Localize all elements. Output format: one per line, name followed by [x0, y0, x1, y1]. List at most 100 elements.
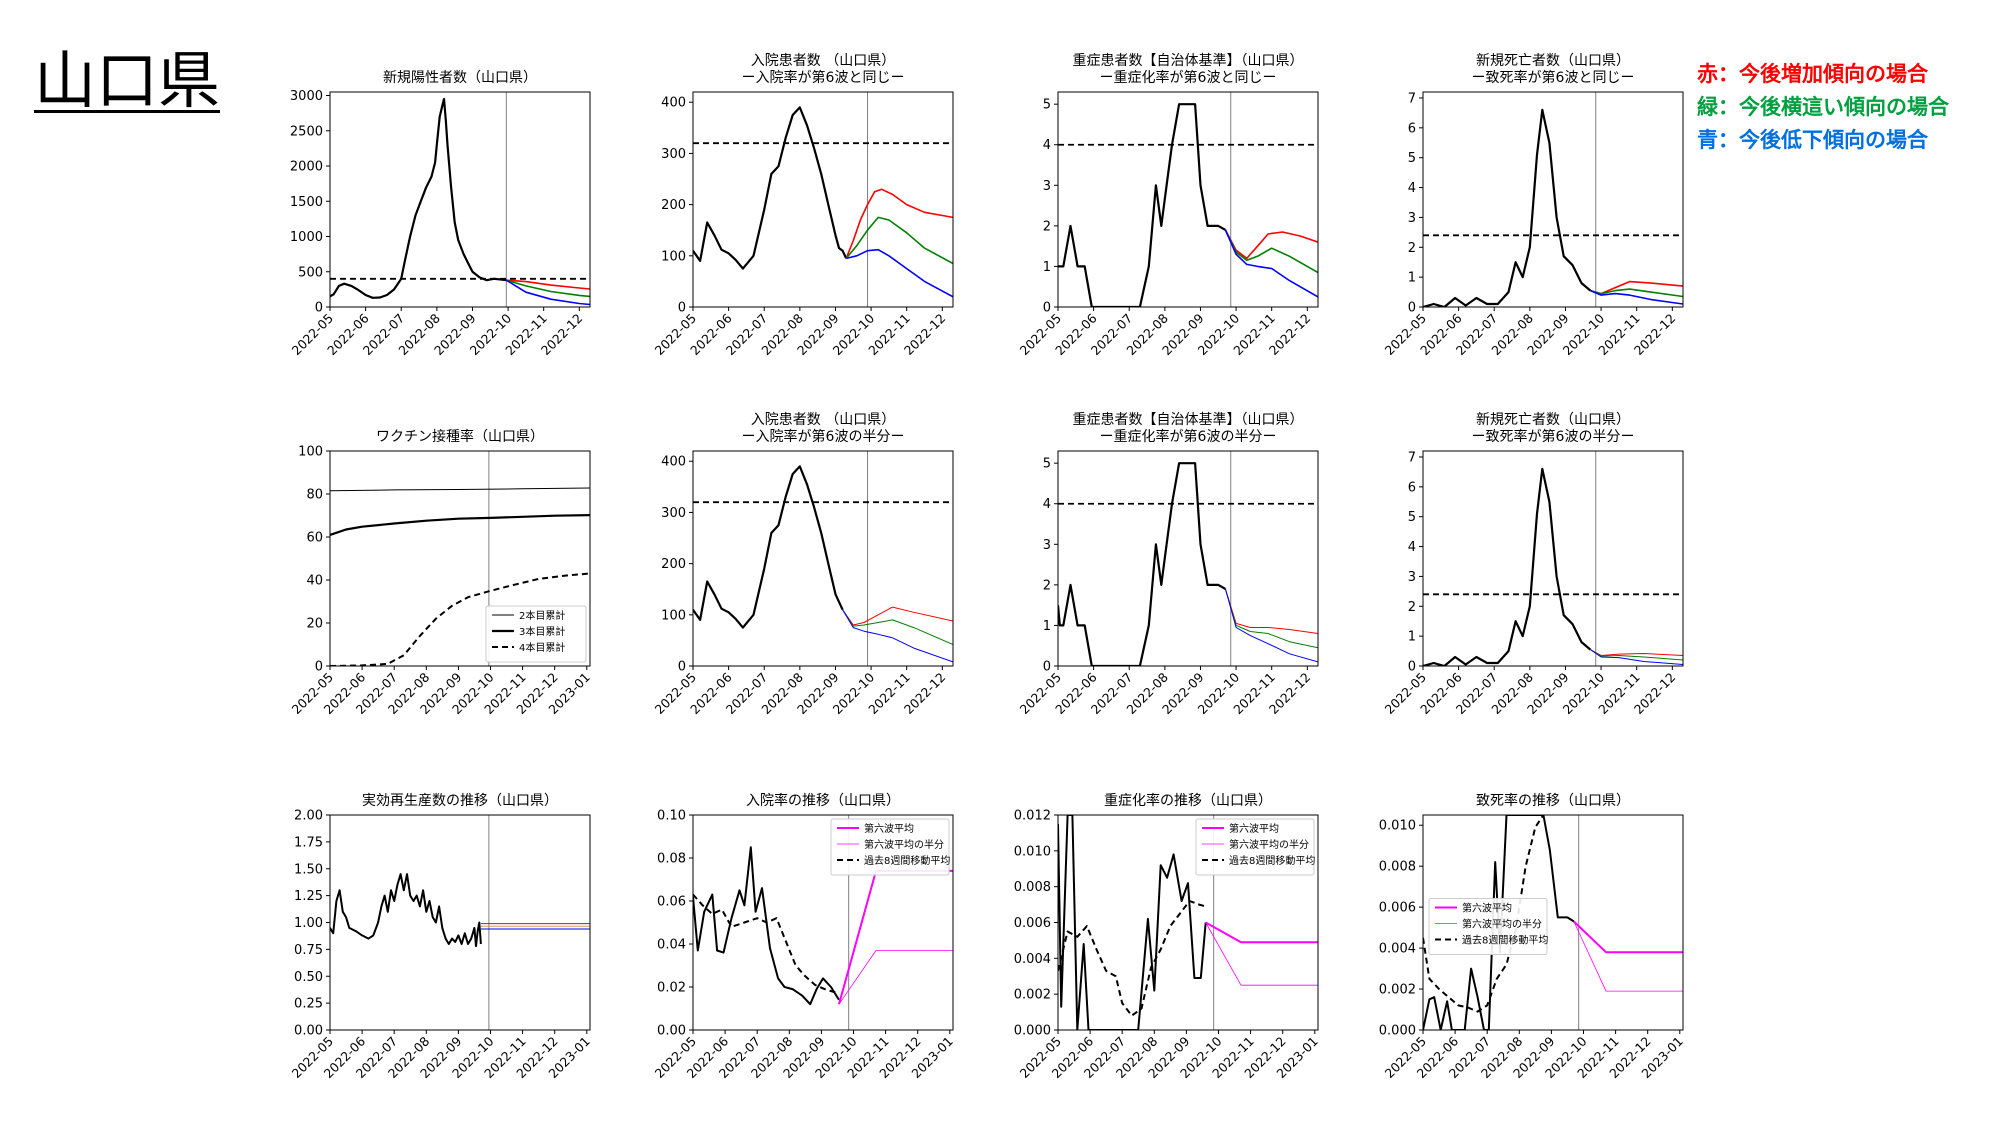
series-line: [1205, 921, 1318, 944]
series-line: [1590, 280, 1683, 295]
series-line: [1423, 108, 1592, 307]
series-line: [506, 279, 590, 290]
y-tick-label: 3: [1043, 538, 1051, 553]
series-line: [1590, 289, 1683, 305]
chart-panel-8: 新規死亡者数（山口県）ー致死率が第6波の半分ー012345672022-0520…: [1382, 412, 1684, 717]
chart-title: ー入院率が第6波の半分ー: [742, 428, 905, 445]
y-tick-label: 0.002: [1014, 988, 1051, 1003]
y-tick-label: 0.004: [1379, 942, 1416, 957]
series-line: [845, 188, 953, 259]
plot-frame: [329, 91, 591, 308]
y-tick-label: 1: [1408, 271, 1416, 286]
y-tick-label: 0.25: [294, 997, 323, 1012]
y-tick-label: 4: [1408, 181, 1416, 196]
series-line: [838, 950, 953, 1005]
legend-box: [1428, 898, 1548, 955]
series-line: [838, 869, 953, 1005]
chart-panel-2: 入院患者数 （山口県）ー入院率が第6波と同じー01002003004002022…: [652, 53, 954, 358]
legend-box: [485, 605, 587, 663]
chart-panel-9: 実効再生産数の推移（山口県） 0.00 0.25 0.50 0.75 1.00 1.25 1.…: [289, 793, 593, 1081]
series-line: [842, 606, 953, 626]
y-tick-label: 3: [1043, 179, 1051, 194]
chart-panel-7: 重症患者数【自治体基準】（山口県）ー重症化率が第6波の半分ー0123452022…: [1017, 411, 1319, 717]
chart-panel-12: 致死率の推移（山口県） 0.000 0.002 0.004 0.006 0.008 0.01…: [1379, 792, 1686, 1081]
y-tick-label: 1500: [290, 195, 323, 210]
y-tick-label: 2: [1408, 241, 1416, 256]
y-tick-label: 1.25: [294, 889, 323, 904]
series-line: [1573, 920, 1683, 954]
y-tick-label: 200: [661, 557, 686, 572]
chart-title: ー致死率が第6波と同じー: [1472, 69, 1635, 86]
series-line: [693, 465, 844, 629]
y-tick-label: 3: [1408, 211, 1416, 226]
legend-box: [1195, 818, 1315, 876]
y-tick-label: 0.06: [657, 895, 686, 910]
y-tick-label: 0.010: [1379, 819, 1416, 834]
series-line: [1590, 288, 1683, 298]
y-tick-label: 4: [1043, 497, 1051, 512]
plot-frame: [329, 814, 591, 1031]
series-line: [330, 487, 590, 492]
y-tick-label: 400: [661, 96, 686, 111]
y-tick-label: 5: [1043, 457, 1051, 472]
y-tick-label: 2: [1408, 600, 1416, 615]
chart-legend: 2本目累計 3本目累計 4本目累計: [485, 605, 587, 663]
chart-title: 致死率の推移（山口県）: [1476, 792, 1630, 809]
y-tick-label: 0.012: [1014, 809, 1051, 824]
chart-title: 入院患者数 （山口県）: [751, 53, 895, 69]
series-line: [1224, 588, 1318, 663]
chart-title: ワクチン接種率（山口県）: [376, 428, 544, 445]
series-line: [1573, 921, 1683, 992]
y-tick-label: 500: [298, 265, 323, 280]
y-tick-label: 0.02: [657, 981, 686, 996]
y-tick-label: 0.08: [657, 852, 686, 867]
chart-panel-11: 重症化率の推移（山口県） 0.000 0.002 0.004 0.006 0.008 0.0…: [1014, 792, 1321, 1081]
legend-label: 第六波平均の半分: [864, 838, 944, 851]
plot-frame: [329, 450, 591, 667]
y-tick-label: 4: [1408, 540, 1416, 555]
series-line: [330, 873, 482, 948]
series-line: [1058, 815, 1207, 1030]
y-tick-label: 2000: [290, 160, 323, 175]
y-tick-label: 1: [1043, 619, 1051, 634]
legend-label: 第六波平均: [864, 822, 914, 835]
y-tick-label: 4: [1043, 138, 1051, 153]
series-line: [693, 106, 848, 270]
y-tick-label: 0: [678, 301, 686, 316]
y-tick-label: 6: [1408, 121, 1416, 136]
series-line: [505, 279, 590, 306]
legend-label: 第六波平均の半分: [1229, 838, 1309, 851]
series-line: [330, 97, 507, 299]
chart-panel-3: 重症患者数【自治体基準】（山口県）ー重症化率が第6波と同じー0123452022…: [1017, 52, 1319, 358]
chart-title: ー入院率が第6波と同じー: [742, 69, 905, 86]
y-tick-label: 0.10: [657, 809, 686, 824]
y-tick-label: 1000: [290, 230, 323, 245]
plot-frame: [1057, 450, 1319, 667]
y-tick-label: 5: [1043, 98, 1051, 113]
y-tick-label: 0: [315, 660, 323, 675]
chart-panel-10: 入院率の推移（山口県）0.000.020.040.060.080.102022-…: [652, 792, 956, 1081]
series-line: [330, 514, 590, 536]
y-tick-label: 0.008: [1379, 860, 1416, 875]
y-tick-label: 400: [661, 455, 686, 470]
y-tick-label: 0: [678, 660, 686, 675]
legend-box: [830, 818, 950, 876]
y-tick-label: 5: [1408, 510, 1416, 525]
y-tick-label: 0: [1408, 660, 1416, 675]
y-tick-label: 100: [661, 608, 686, 623]
series-line: [846, 248, 953, 298]
y-tick-label: 80: [306, 488, 323, 503]
y-tick-label: 1.00: [294, 916, 323, 931]
y-tick-label: 3000: [290, 89, 323, 104]
y-tick-label: 1: [1043, 260, 1051, 275]
y-tick-label: 1.50: [294, 862, 323, 877]
y-tick-label: 0.002: [1379, 983, 1416, 998]
y-tick-label: 0.010: [1014, 844, 1051, 859]
y-tick-label: 2.00: [294, 809, 323, 824]
legend-label: 2本目累計: [519, 609, 565, 622]
y-tick-label: 300: [661, 506, 686, 521]
plot-frame: [1422, 450, 1684, 667]
